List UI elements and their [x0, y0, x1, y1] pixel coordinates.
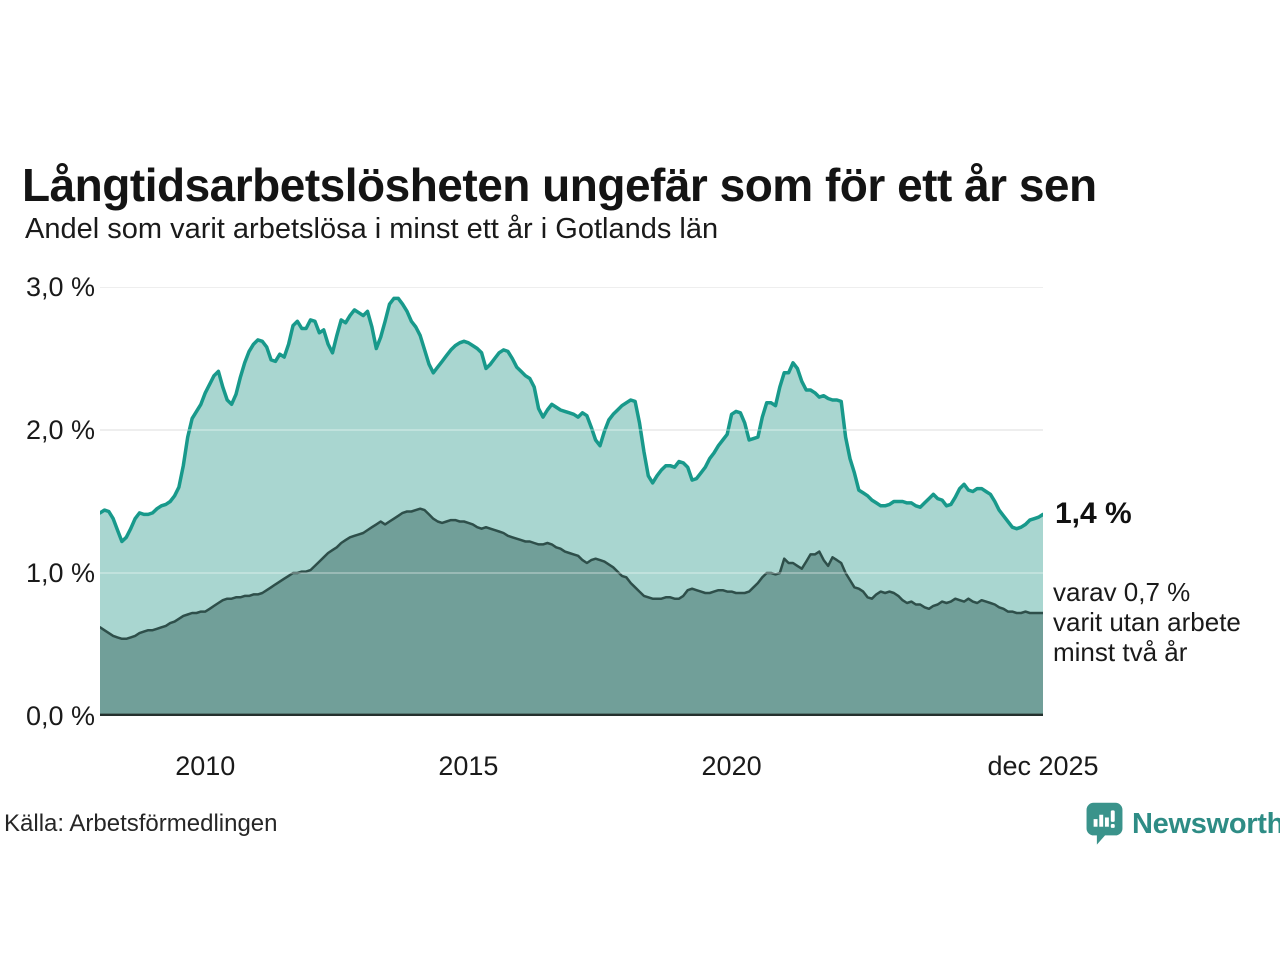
newsworthy-logo-icon [1086, 802, 1123, 845]
annotation-line: varav 0,7 % [1053, 577, 1191, 607]
annotation-line: minst två år [1053, 637, 1188, 667]
x-axis-tick-label: dec 2025 [987, 751, 1099, 781]
x-axis-tick-label: 2015 [438, 751, 499, 781]
chart-subtitle: Andel som varit arbetslösa i minst ett å… [25, 213, 719, 245]
newsworthy-wordmark: Newsworthy [1132, 807, 1280, 840]
line-series-1 [100, 507, 1043, 641]
y-axis-tick-label: 3,0 % [25, 272, 95, 302]
page-title: Långtidsarbetslösheten ungefär som för e… [22, 158, 1097, 211]
annotation-line: varit utan arbete [1053, 607, 1241, 637]
unemployment-area-chart [100, 287, 1043, 716]
x-axis-tick-label: 2010 [175, 751, 236, 781]
source-caption: Källa: Arbetsförmedlingen [4, 810, 278, 837]
annotation-two-years: varav 0,7 % varit utan arbete minst två … [1053, 577, 1241, 667]
line-series-0 [100, 296, 1043, 544]
y-axis-tick-label: 0,0 % [25, 701, 95, 731]
x-axis-tick-label: 2020 [701, 751, 762, 781]
latest-value-label: 1,4 % [1055, 497, 1132, 530]
y-axis-tick-label: 2,0 % [25, 415, 95, 445]
y-axis-tick-label: 1,0 % [25, 558, 95, 588]
newsworthy-branding: Newsworthy [1086, 800, 1280, 848]
